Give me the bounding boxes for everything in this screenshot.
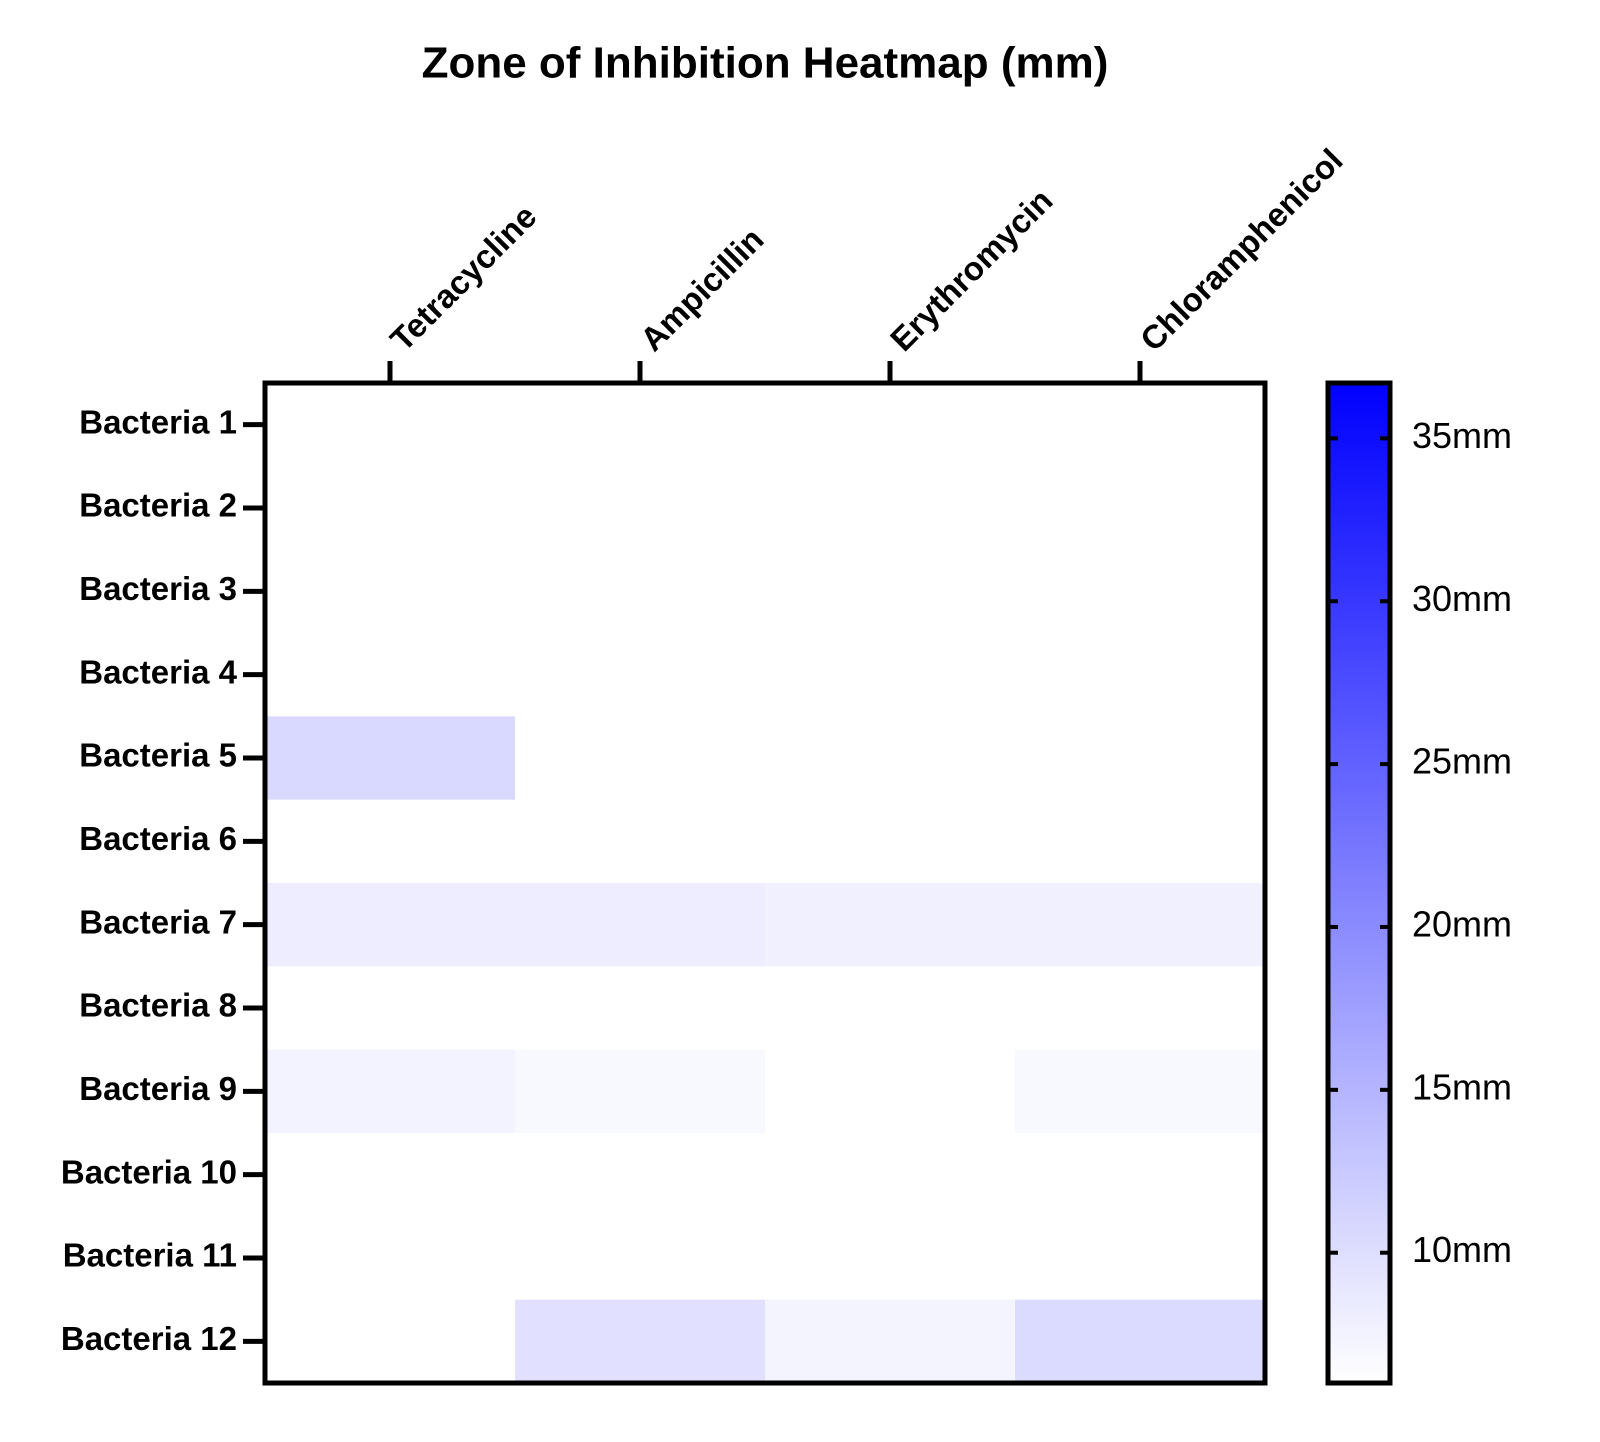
heatmap-cell [515, 716, 766, 801]
y-tick-label: Bacteria 7 [79, 903, 237, 940]
colorbar-tick-label: 20mm [1412, 903, 1512, 944]
heatmap-cell [1015, 799, 1266, 884]
y-tick-label: Bacteria 6 [79, 820, 237, 857]
heatmap-cell [515, 966, 766, 1051]
heatmap-cell [1015, 466, 1266, 551]
colorbar-tick-label: 10mm [1412, 1229, 1512, 1270]
x-tick-label: Tetracycline [383, 197, 544, 358]
heatmap-cell [765, 1216, 1016, 1301]
heatmap-cell [265, 966, 516, 1051]
heatmap-cell [265, 1049, 516, 1134]
colorbar-tick-label: 25mm [1412, 741, 1512, 782]
y-tick-label: Bacteria 1 [79, 403, 237, 440]
heatmap-cell [515, 383, 766, 467]
colorbar-tick-label: 30mm [1412, 578, 1512, 619]
y-tick-label: Bacteria 9 [79, 1070, 237, 1107]
heatmap-cell [265, 549, 516, 634]
y-tick-label: Bacteria 3 [79, 570, 237, 607]
y-tick-label: Bacteria 5 [79, 737, 237, 774]
plot-frame [262, 380, 1268, 1386]
x-tick-label: Erythromycin [883, 182, 1060, 359]
heatmap-cell [765, 633, 1016, 717]
y-tick-label: Bacteria 10 [61, 1153, 237, 1190]
heatmap-cell [515, 1216, 766, 1301]
colorbar-tick-label: 15mm [1412, 1066, 1512, 1107]
y-tick-label: Bacteria 12 [61, 1320, 237, 1357]
y-tick-label: Bacteria 2 [79, 487, 237, 524]
heatmap-cell [1015, 549, 1266, 634]
x-tick-label: Chloramphenicol [1133, 141, 1350, 358]
heatmap-cell [265, 1216, 516, 1301]
heatmap-cell [765, 1133, 1016, 1217]
heatmap-cell [515, 466, 766, 551]
heatmap-cell [765, 716, 1016, 801]
heatmap-cell [1015, 716, 1266, 801]
heatmap-cell [515, 1299, 766, 1384]
heatmap-cell [265, 716, 516, 801]
y-tick-label: Bacteria 4 [79, 653, 237, 690]
x-tick-label: Ampicillin [633, 220, 771, 358]
heatmap-cell [265, 633, 516, 717]
heatmap-cell [765, 466, 1016, 551]
heatmap-cell [765, 1049, 1016, 1134]
heatmap-cell [515, 1133, 766, 1217]
heatmap-cell [515, 633, 766, 717]
colorbar-tick-label: 35mm [1412, 415, 1512, 456]
heatmap-cell [515, 549, 766, 634]
heatmap-cell [765, 1299, 1016, 1384]
heatmap-cell [265, 466, 516, 551]
heatmap-cell [265, 383, 516, 467]
heatmap-cell [265, 883, 516, 967]
heatmap-cell [1015, 383, 1266, 467]
heatmap-cell [765, 883, 1016, 967]
heatmap-cell [1015, 1133, 1266, 1217]
colorbar [1325, 380, 1393, 1386]
heatmap-cell [765, 549, 1016, 634]
heatmap-cell [515, 883, 766, 967]
heatmap-cell [265, 1133, 516, 1217]
heatmap-cell [1015, 633, 1266, 717]
heatmap-cell [765, 799, 1016, 884]
heatmap-cell [1015, 883, 1266, 967]
y-tick-label: Bacteria 8 [79, 987, 237, 1024]
chart-title: Zone of Inhibition Heatmap (mm) [422, 39, 1109, 88]
heatmap-cell [765, 383, 1016, 467]
heatmap-cell [1015, 1299, 1266, 1384]
heatmap-cell [1015, 966, 1266, 1051]
heatmap-cell [1015, 1216, 1266, 1301]
heatmap-cell [265, 799, 516, 884]
heatmap-cell [765, 966, 1016, 1051]
heatmap-cell [265, 1299, 516, 1384]
heatmap-cell [515, 1049, 766, 1134]
y-tick-label: Bacteria 11 [63, 1237, 237, 1274]
heatmap-cell [515, 799, 766, 884]
heatmap-cell [1015, 1049, 1266, 1134]
